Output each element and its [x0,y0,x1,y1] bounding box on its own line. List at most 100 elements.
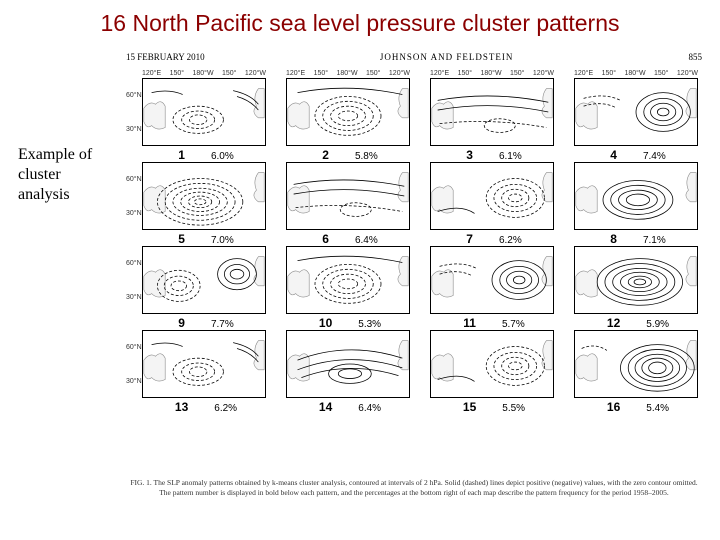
panel-wrap: 6 6.4% [270,162,414,246]
contour-map-panel [142,246,266,314]
panel-percent: 5.9% [646,319,669,330]
panel-percent: 6.1% [499,151,522,162]
panel-wrap: 3 6.1% [414,78,558,162]
panel-label: 5 7.0% [126,230,270,246]
panel-wrap: 8 7.1% [558,162,702,246]
aside-line: analysis [18,185,118,205]
panel-number: 15 [463,400,476,414]
longitude-tick-set: 120°E150°180°W150°120°W [270,70,414,77]
contour-svg [431,79,553,145]
panel-label: 12 5.9% [558,314,702,330]
latitude-spacer [558,330,574,398]
panel-label: 4 7.4% [558,146,702,162]
contour-svg [143,79,265,145]
panel-with-latitude [270,78,414,146]
longitude-tick: 120°E [574,70,593,77]
page: 16 North Pacific sea level pressure clus… [0,0,720,540]
panel-with-latitude: 60°N30°N [126,330,270,398]
panel-label: 7 6.2% [414,230,558,246]
longitude-tick: 150° [170,70,184,77]
longitude-tick: 120°W [677,70,698,77]
panel-number: 4 [610,148,617,162]
panel-with-latitude: 60°N30°N [126,78,270,146]
contour-map-panel [286,78,410,146]
longitude-tick: 120°E [142,70,161,77]
panel-number: 16 [607,400,620,414]
panel-percent: 6.2% [214,403,237,414]
longitude-tick: 150° [314,70,328,77]
contour-map-panel [142,330,266,398]
contour-svg [575,163,697,229]
contour-map-panel [286,330,410,398]
longitude-tick: 150° [222,70,236,77]
latitude-spacer [558,162,574,230]
panel-number: 8 [610,232,617,246]
panel-with-latitude [414,330,558,398]
contour-map-panel [286,162,410,230]
longitude-tick: 180°W [480,70,501,77]
panel-label: 9 7.7% [126,314,270,330]
longitude-tick: 180°W [192,70,213,77]
contour-svg [431,247,553,313]
panel-percent: 5.3% [358,319,381,330]
panel-with-latitude [414,78,558,146]
panel-wrap: 14 6.4% [270,330,414,414]
contour-svg [143,331,265,397]
contour-svg [287,163,409,229]
panel-percent: 5.7% [502,319,525,330]
latitude-tick: 30°N [126,294,140,301]
panel-percent: 7.4% [643,151,666,162]
panel-with-latitude [558,162,702,230]
panel-with-latitude [414,162,558,230]
longitude-tick-set: 120°E150°180°W150°120°W [414,70,558,77]
longitude-tick: 120°W [533,70,554,77]
longitude-tick: 120°W [245,70,266,77]
latitude-spacer [558,246,574,314]
figure-grid: 120°E 150° 180°W 150° 120°W 120°E 150° 180°W 150… [126,70,702,414]
contour-svg [575,79,697,145]
latitude-tick-set: 60°N30°N [126,162,142,230]
contour-map-panel [430,330,554,398]
latitude-tick: 60°N [126,176,140,183]
panel-wrap: 7 6.2% [414,162,558,246]
panel-number: 2 [322,148,329,162]
panel-with-latitude [558,246,702,314]
panel-row: 60°N30°N 13 6.2% [126,330,702,414]
panel-with-latitude [270,162,414,230]
latitude-spacer [270,330,286,398]
panel-label: 15 5.5% [414,398,558,414]
aside-line: cluster [18,165,118,185]
longitude-tick: 120°E [286,70,305,77]
latitude-tick-set: 60°N30°N [126,330,142,398]
panel-label: 16 5.4% [558,398,702,414]
longitude-tick-set: 120°E 150° 180°W 150° 120°W [126,70,270,77]
paper-header: 15 FEBRUARY 2010 JOHNSON AND FELDSTEIN 8… [126,52,702,62]
panel-wrap: 60°N30°N 1 6.0% [126,78,270,162]
page-title: 16 North Pacific sea level pressure clus… [0,10,720,37]
panel-percent: 6.4% [358,403,381,414]
panel-wrap: 60°N30°N 5 7.0% [126,162,270,246]
panel-number: 10 [319,316,332,330]
contour-svg [431,163,553,229]
longitude-tick: 120°E [430,70,449,77]
panel-with-latitude [270,330,414,398]
latitude-spacer [414,330,430,398]
longitude-tick: 150° [366,70,380,77]
header-authors: JOHNSON AND FELDSTEIN [380,52,514,62]
panel-number: 1 [178,148,185,162]
longitude-tick: 180°W [336,70,357,77]
panel-number: 5 [178,232,185,246]
latitude-tick: 60°N [126,260,140,267]
latitude-tick-set: 60°N30°N [126,78,142,146]
panel-label: 3 6.1% [414,146,558,162]
contour-svg [143,247,265,313]
panel-label: 11 5.7% [414,314,558,330]
contour-svg [575,331,697,397]
longitude-tick: 180°W [624,70,645,77]
panel-number: 12 [607,316,620,330]
panel-wrap: 2 5.8% [270,78,414,162]
contour-map-panel [574,330,698,398]
longitude-tick: 150° [602,70,616,77]
contour-map-panel [142,162,266,230]
panel-percent: 5.5% [502,403,525,414]
